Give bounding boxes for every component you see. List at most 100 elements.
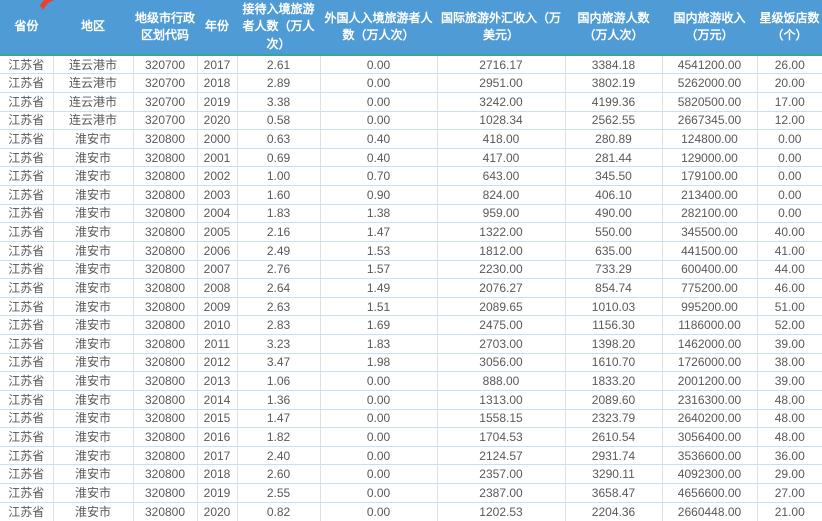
column-header[interactable]: 地级市行政区划代码	[133, 0, 197, 57]
column-header[interactable]: 地区	[53, 0, 133, 57]
table-cell[interactable]: 2001200.00	[662, 371, 758, 391]
table-cell[interactable]: 2475.00	[437, 315, 566, 336]
table-cell[interactable]: 1.83	[320, 334, 438, 354]
column-header[interactable]: 国内旅游收入（万元）	[662, 0, 757, 57]
table-cell[interactable]: 3658.47	[565, 483, 663, 503]
table-cell[interactable]: 0.58	[237, 111, 321, 131]
table-cell[interactable]: 1833.20	[565, 371, 663, 391]
table-cell[interactable]: 0.00	[757, 166, 822, 187]
table-cell[interactable]: 418.00	[437, 129, 566, 149]
table-cell[interactable]: 2001	[197, 148, 238, 168]
table-cell[interactable]: 1.53	[320, 241, 438, 261]
table-cell[interactable]: 2076.27	[437, 278, 566, 298]
table-cell[interactable]: 39.00	[757, 371, 822, 391]
table-cell[interactable]: 0.00	[320, 55, 438, 75]
table-cell[interactable]: 320800	[133, 353, 198, 373]
table-cell[interactable]: 320800	[133, 204, 198, 224]
table-cell[interactable]: 连云港市	[53, 92, 134, 112]
table-cell[interactable]: 1.51	[320, 297, 438, 317]
table-cell[interactable]: 1.36	[237, 390, 321, 410]
table-cell[interactable]: 2951.00	[437, 73, 566, 93]
table-cell[interactable]: 江苏省	[0, 185, 54, 205]
table-cell[interactable]: 1398.20	[565, 334, 663, 354]
table-cell[interactable]: 2000	[197, 129, 238, 149]
table-cell[interactable]: 2015	[197, 409, 238, 429]
table-cell[interactable]: 2323.79	[565, 409, 663, 429]
table-cell[interactable]: 320800	[133, 464, 198, 485]
table-cell[interactable]: 320800	[133, 315, 198, 336]
table-cell[interactable]: 2667345.00	[662, 111, 758, 131]
table-cell[interactable]: 江苏省	[0, 427, 54, 447]
table-cell[interactable]: 1610.70	[565, 353, 663, 373]
table-cell[interactable]: 1313.00	[437, 390, 566, 410]
table-cell[interactable]: 282100.00	[662, 204, 758, 224]
table-cell[interactable]: 3290.11	[565, 464, 663, 485]
table-cell[interactable]: 320800	[133, 129, 198, 149]
table-cell[interactable]: 2006	[197, 241, 238, 261]
table-cell[interactable]: 淮安市	[53, 371, 134, 391]
table-cell[interactable]: 733.29	[565, 260, 663, 280]
table-cell[interactable]: 3.47	[237, 353, 321, 373]
table-cell[interactable]: 320800	[133, 297, 198, 317]
table-cell[interactable]: 26.00	[757, 55, 822, 75]
table-cell[interactable]: 320800	[133, 446, 198, 466]
table-cell[interactable]: 320800	[133, 278, 198, 298]
table-cell[interactable]: 2716.17	[437, 55, 566, 75]
table-cell[interactable]: 1.00	[237, 166, 321, 187]
table-cell[interactable]: 连云港市	[53, 73, 134, 93]
table-cell[interactable]: 2.61	[237, 55, 321, 75]
column-header[interactable]: 国际旅游外汇收入（万美元）	[437, 0, 565, 57]
table-cell[interactable]: 0.00	[320, 483, 438, 503]
table-cell[interactable]: 550.00	[565, 222, 663, 242]
table-cell[interactable]: 2357.00	[437, 464, 566, 485]
table-cell[interactable]: 江苏省	[0, 464, 54, 485]
table-cell[interactable]: 854.74	[565, 278, 663, 298]
table-cell[interactable]: 1186000.00	[662, 315, 758, 336]
table-cell[interactable]: 20.00	[757, 73, 822, 93]
table-cell[interactable]: 2703.00	[437, 334, 566, 354]
table-cell[interactable]: 1010.03	[565, 297, 663, 317]
table-cell[interactable]: 江苏省	[0, 222, 54, 242]
table-cell[interactable]: 1.82	[237, 427, 321, 447]
table-cell[interactable]: 1.60	[237, 185, 321, 205]
table-cell[interactable]: 淮安市	[53, 409, 134, 429]
table-cell[interactable]: 淮安市	[53, 446, 134, 466]
table-cell[interactable]: 2004	[197, 204, 238, 224]
table-cell[interactable]: 江苏省	[0, 502, 54, 521]
table-cell[interactable]: 淮安市	[53, 427, 134, 447]
table-cell[interactable]: 1.47	[237, 409, 321, 429]
table-cell[interactable]: 124800.00	[662, 129, 758, 149]
column-header[interactable]: 接待入境旅游者人数（万人次）	[237, 0, 320, 57]
column-header[interactable]: 年份	[197, 0, 237, 57]
table-cell[interactable]: 连云港市	[53, 55, 134, 75]
table-cell[interactable]: 江苏省	[0, 92, 54, 112]
table-cell[interactable]: 2562.55	[565, 111, 663, 131]
table-cell[interactable]: 3.38	[237, 92, 321, 112]
table-cell[interactable]: 淮安市	[53, 222, 134, 242]
table-cell[interactable]: 淮安市	[53, 464, 134, 485]
table-cell[interactable]: 淮安市	[53, 483, 134, 503]
table-cell[interactable]: 2.64	[237, 278, 321, 298]
table-cell[interactable]: 129000.00	[662, 148, 758, 168]
table-cell[interactable]: 0.00	[320, 390, 438, 410]
table-cell[interactable]: 2011	[197, 334, 238, 354]
table-cell[interactable]: 3242.00	[437, 92, 566, 112]
table-cell[interactable]: 2013	[197, 371, 238, 391]
table-cell[interactable]: 2018	[197, 464, 238, 485]
table-cell[interactable]: 2.60	[237, 464, 321, 485]
column-header[interactable]: 外国人入境旅游者人数（万人次）	[320, 0, 437, 57]
table-cell[interactable]: 3802.19	[565, 73, 663, 93]
table-cell[interactable]: 4656600.00	[662, 483, 758, 503]
table-cell[interactable]: 淮安市	[53, 148, 134, 168]
table-cell[interactable]: 1322.00	[437, 222, 566, 242]
table-cell[interactable]: 3056.00	[437, 353, 566, 373]
table-cell[interactable]: 淮安市	[53, 241, 134, 261]
table-cell[interactable]: 0.00	[757, 204, 822, 224]
table-cell[interactable]: 320800	[133, 409, 198, 429]
table-cell[interactable]: 0.00	[320, 502, 438, 521]
table-cell[interactable]: 江苏省	[0, 315, 54, 336]
table-cell[interactable]: 2204.36	[565, 502, 663, 521]
table-cell[interactable]: 1704.53	[437, 427, 566, 447]
table-cell[interactable]: 48.00	[757, 390, 822, 410]
table-cell[interactable]: 3536600.00	[662, 446, 758, 466]
